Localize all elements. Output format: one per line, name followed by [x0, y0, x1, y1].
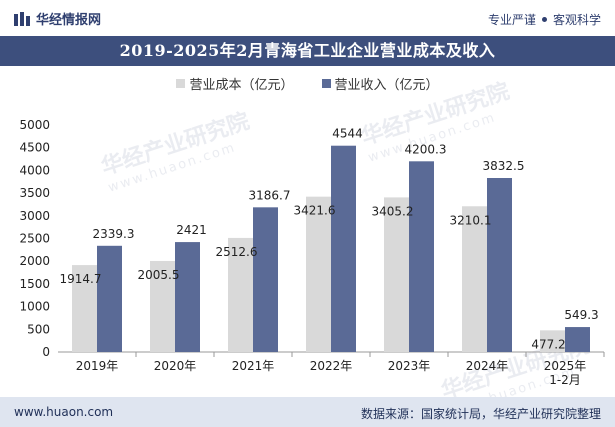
bar-cost — [462, 206, 487, 352]
bar-revenue — [565, 327, 590, 352]
bar-cost — [306, 196, 331, 352]
tagline-dot-icon — [541, 17, 547, 22]
tagline-right: 客观科学 — [552, 13, 601, 27]
legend-swatch-cost — [176, 79, 186, 88]
data-label-cost: 3421.6 — [294, 204, 336, 218]
y-tick-label: 4000 — [19, 163, 50, 177]
bar-cost — [540, 330, 565, 352]
y-tick-label: 1000 — [19, 300, 50, 314]
data-label-revenue: 2421 — [176, 223, 207, 237]
y-tick-label: 2500 — [19, 232, 50, 246]
bar-cost — [384, 197, 409, 352]
data-label-revenue: 4200.3 — [405, 142, 447, 156]
legend-item-revenue: 营业收入（亿元） — [321, 74, 439, 93]
bar-revenue — [331, 145, 356, 352]
data-label-revenue: 3186.7 — [249, 188, 291, 202]
y-tick-label: 1500 — [19, 277, 50, 291]
data-label-cost: 3405.2 — [372, 204, 414, 218]
top-bar: 华经情报网 专业严谨 客观科学 — [0, 0, 615, 36]
tagline-left: 专业严谨 — [487, 13, 536, 27]
bar-chart: 0 500 1000 1500 2000 2500 3000 3500 4000 4500 5000… — [19, 118, 605, 387]
x-tick-label: 1-2月 — [549, 373, 581, 387]
x-tick-label: 2019年 — [76, 359, 119, 373]
data-label-cost: 2512.6 — [216, 245, 258, 259]
data-label-revenue: 4544 — [332, 127, 363, 141]
bar-revenue — [253, 207, 278, 352]
data-label-cost: 477.2 — [531, 337, 565, 351]
y-tick-label: 3500 — [19, 186, 50, 200]
x-tick-label: 2025年 — [544, 359, 587, 373]
x-tick-label: 2022年 — [310, 359, 353, 373]
x-tick-label: 2021年 — [232, 359, 275, 373]
brand-logo-icon — [14, 11, 30, 26]
x-tick-label: 2024年 — [466, 359, 509, 373]
footer-source: 数据来源：国家统计局，华经产业研究院整理 — [360, 407, 601, 421]
legend-label-cost: 营业成本（亿元） — [189, 78, 294, 93]
footer: www.huaon.com 数据来源：国家统计局，华经产业研究院整理 — [0, 397, 615, 427]
data-label-revenue: 549.3 — [564, 308, 598, 322]
data-label-cost: 1914.7 — [60, 272, 102, 286]
data-label-cost: 3210.1 — [450, 213, 492, 227]
x-tick-label: 2023年 — [388, 359, 431, 373]
bar-revenue — [409, 161, 434, 352]
bar-cost — [228, 237, 253, 352]
bar-revenue — [487, 178, 512, 352]
y-tick-label: 5000 — [19, 118, 50, 132]
bar-cost — [72, 265, 97, 352]
brand-name: 华经情报网 — [36, 13, 102, 28]
bar-revenue — [97, 245, 122, 352]
y-tick-label: 2000 — [19, 254, 50, 268]
chart-title: 2019-2025年2月青海省工业企业营业成本及收入 — [0, 36, 615, 66]
footer-site: www.huaon.com — [14, 405, 114, 419]
data-label-cost: 2005.5 — [138, 268, 180, 282]
legend-label-revenue: 营业收入（亿元） — [334, 78, 439, 93]
brand: 华经情报网 — [14, 9, 101, 28]
y-tick-label: 3000 — [19, 209, 50, 223]
legend-swatch-revenue — [321, 79, 331, 88]
tagline: 专业严谨 客观科学 — [488, 11, 601, 28]
data-label-revenue: 3832.5 — [483, 159, 525, 173]
bar-cost — [150, 260, 175, 352]
legend: 营业成本（亿元） 营业收入（亿元） — [0, 74, 615, 93]
data-label-revenue: 2339.3 — [93, 227, 135, 241]
y-tick-label: 0 — [42, 345, 50, 359]
y-tick-label: 4500 — [19, 141, 50, 155]
y-tick-label: 500 — [27, 322, 50, 336]
legend-item-cost: 营业成本（亿元） — [176, 74, 294, 93]
x-tick-label: 2020年 — [154, 359, 197, 373]
bar-revenue — [175, 242, 200, 352]
